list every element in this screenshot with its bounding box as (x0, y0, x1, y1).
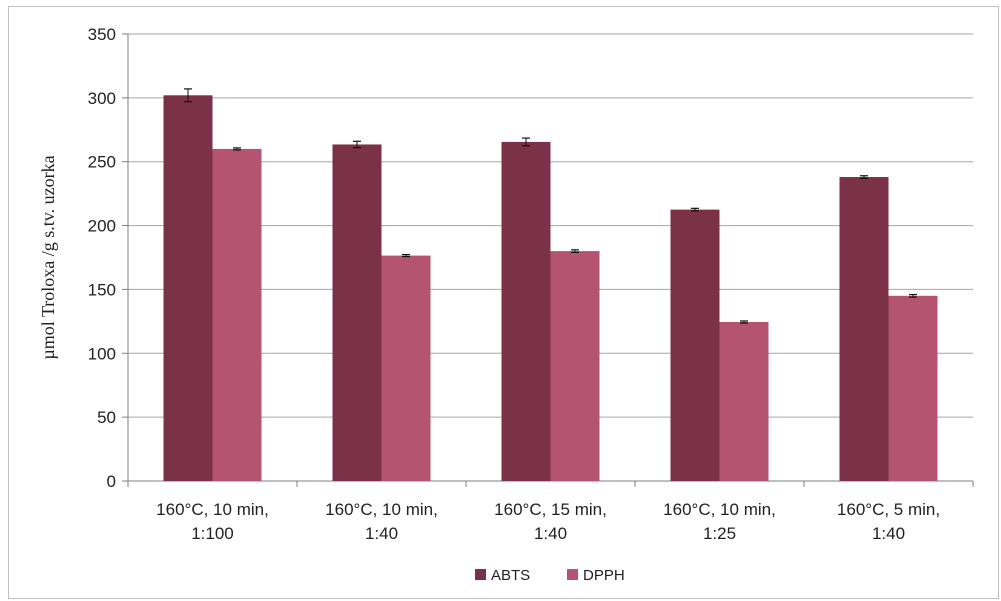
x-category-label-line: 1:100 (191, 524, 234, 543)
legend-swatch-dpph (567, 569, 578, 580)
y-tick-label: 150 (88, 280, 116, 299)
x-category-label-line: 160°C, 5 min, (837, 500, 940, 519)
x-category-label: 160°C, 15 min, 1:40 (494, 500, 607, 543)
y-tick-label: 100 (88, 344, 116, 363)
bar-abts (163, 95, 213, 481)
x-category-label-line: 160°C, 10 min, (156, 500, 269, 519)
bar-dpph (719, 321, 769, 481)
bar-dpph (888, 295, 938, 481)
x-category-label-line: 1:40 (872, 524, 905, 543)
y-tick-label: 300 (88, 89, 116, 108)
bar-dpph (550, 251, 600, 481)
y-tick-label: 350 (88, 25, 116, 44)
x-category-label-line: 160°C, 10 min, (325, 500, 438, 519)
legend-label-abts: ABTS (491, 567, 530, 584)
x-category-label-line: 1:25 (703, 524, 736, 543)
y-tick-label: 50 (97, 408, 116, 427)
bar-dpph (212, 148, 262, 481)
x-category-label: 160°C, 10 min, 1:40 (325, 500, 438, 543)
y-tick-label: 0 (107, 472, 116, 491)
bar-abts (501, 141, 551, 481)
x-category-label-line: 1:40 (365, 524, 398, 543)
y-axis-title: µmol Troloxa /g s.tv. uzorka (38, 155, 58, 359)
x-category-label-line: 1:40 (534, 524, 567, 543)
bar-abts (839, 177, 889, 482)
bar-abts (670, 209, 720, 481)
bar-dpph (381, 255, 431, 481)
x-category-label: 160°C, 5 min, 1:40 (837, 500, 940, 543)
x-category-label: 160°C, 10 min, 1:25 (663, 500, 776, 543)
legend-swatch-abts (475, 569, 486, 580)
x-category-label: 160°C, 10 min, 1:100 (156, 500, 269, 543)
legend-label-dpph: DPPH (583, 567, 625, 584)
bar-abts (332, 144, 382, 482)
y-tick-label: 250 (88, 153, 116, 172)
x-category-label-line: 160°C, 15 min, (494, 500, 607, 519)
y-tick-label: 200 (88, 217, 116, 236)
x-category-label-line: 160°C, 10 min, (663, 500, 776, 519)
